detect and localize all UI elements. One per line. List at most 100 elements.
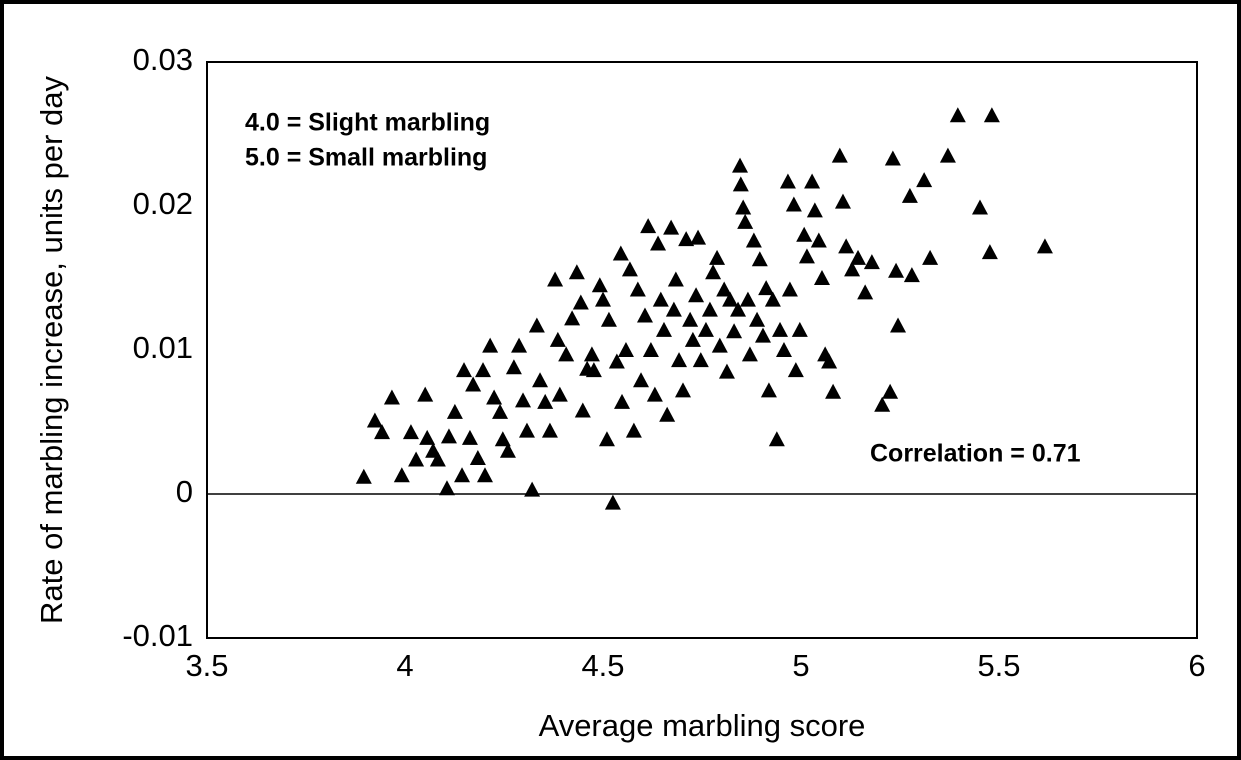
point bbox=[732, 176, 749, 192]
point bbox=[916, 172, 933, 188]
point bbox=[831, 147, 848, 163]
point bbox=[528, 317, 545, 333]
point bbox=[486, 389, 503, 405]
point bbox=[393, 467, 410, 483]
point bbox=[838, 238, 855, 254]
point bbox=[547, 271, 564, 287]
point bbox=[564, 310, 581, 326]
annotation: 4.0 = Slight marbling bbox=[245, 109, 490, 137]
point bbox=[456, 362, 473, 378]
point bbox=[785, 196, 802, 212]
point bbox=[402, 424, 419, 440]
point bbox=[419, 429, 436, 445]
point bbox=[549, 331, 566, 347]
point bbox=[692, 352, 709, 368]
point bbox=[585, 362, 602, 378]
point bbox=[642, 342, 659, 357]
x-tick-label: 5 bbox=[792, 648, 809, 683]
point bbox=[781, 281, 798, 297]
x-tick-label: 4 bbox=[396, 648, 413, 683]
point bbox=[726, 323, 743, 339]
point bbox=[901, 187, 918, 203]
point bbox=[558, 346, 575, 362]
point bbox=[518, 422, 535, 438]
point bbox=[741, 346, 758, 362]
point bbox=[884, 150, 901, 166]
point bbox=[532, 372, 549, 388]
point bbox=[429, 451, 446, 467]
point bbox=[665, 301, 682, 317]
point bbox=[732, 157, 749, 173]
y-axis-label: Rate of marbling increase, units per day bbox=[34, 76, 69, 624]
point bbox=[745, 232, 762, 248]
point bbox=[682, 311, 699, 327]
point bbox=[551, 386, 568, 402]
point bbox=[874, 396, 891, 412]
annotation: Correlation = 0.71 bbox=[870, 440, 1081, 468]
point bbox=[671, 352, 688, 368]
point bbox=[663, 219, 680, 235]
point bbox=[922, 249, 939, 265]
y-tick-label: 0.01 bbox=[133, 330, 193, 365]
point bbox=[806, 202, 823, 218]
point bbox=[629, 281, 646, 297]
point bbox=[730, 301, 747, 317]
point bbox=[355, 468, 372, 484]
point bbox=[621, 261, 638, 277]
point bbox=[981, 244, 998, 260]
point bbox=[791, 321, 808, 337]
point bbox=[718, 363, 735, 379]
point bbox=[652, 291, 669, 307]
point bbox=[983, 107, 1000, 123]
point bbox=[494, 431, 511, 447]
point bbox=[775, 342, 792, 357]
point bbox=[764, 291, 781, 307]
point bbox=[537, 393, 554, 409]
point bbox=[572, 294, 589, 310]
point bbox=[701, 301, 718, 317]
point bbox=[617, 342, 634, 357]
point bbox=[469, 450, 486, 465]
point bbox=[888, 262, 905, 278]
point bbox=[711, 337, 728, 353]
point bbox=[598, 431, 615, 447]
point bbox=[813, 270, 830, 285]
point bbox=[857, 284, 874, 300]
point bbox=[408, 451, 425, 467]
point bbox=[758, 280, 775, 296]
y-tick-label: 0.02 bbox=[133, 186, 193, 221]
point bbox=[939, 147, 956, 163]
point bbox=[667, 271, 684, 287]
point bbox=[417, 386, 434, 402]
y-tick-label: 0 bbox=[176, 474, 193, 509]
point bbox=[633, 372, 650, 388]
point bbox=[655, 321, 672, 337]
point bbox=[796, 226, 813, 242]
point bbox=[475, 362, 492, 378]
point bbox=[492, 403, 509, 419]
point bbox=[760, 382, 777, 398]
point bbox=[640, 218, 657, 234]
point bbox=[499, 442, 516, 458]
point bbox=[568, 264, 585, 280]
x-axis-label: Average marbling score bbox=[539, 708, 866, 743]
x-tick-label: 4.5 bbox=[581, 648, 624, 683]
point bbox=[1036, 238, 1053, 254]
point bbox=[779, 173, 796, 189]
point bbox=[524, 481, 541, 497]
annotation: 5.0 = Small marbling bbox=[245, 144, 487, 172]
point bbox=[374, 424, 391, 440]
x-tick-label: 5.5 bbox=[977, 648, 1020, 683]
point bbox=[890, 317, 907, 333]
point bbox=[804, 173, 821, 189]
point bbox=[625, 422, 642, 438]
point bbox=[482, 337, 499, 353]
point bbox=[591, 277, 608, 293]
point bbox=[754, 327, 771, 343]
point bbox=[850, 249, 867, 265]
point bbox=[737, 213, 754, 229]
point bbox=[659, 406, 676, 422]
point bbox=[583, 346, 600, 362]
point bbox=[697, 321, 714, 337]
